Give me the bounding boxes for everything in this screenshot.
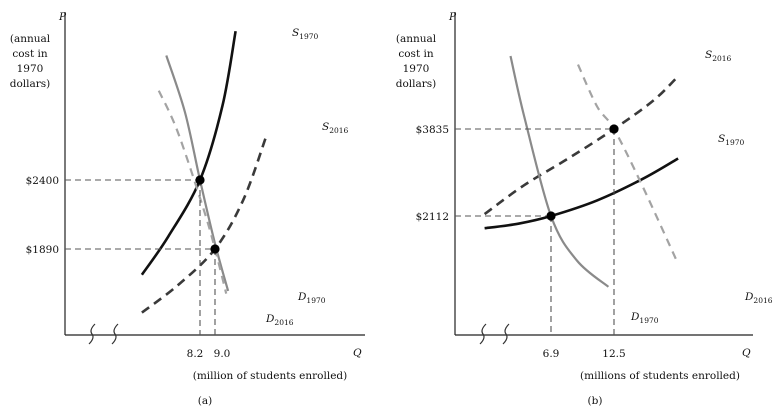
curve-label-subscript: 2016 xyxy=(274,318,293,327)
curve-label-s2016-a: S2016 xyxy=(322,121,349,135)
curve-label-subscript: 1970 xyxy=(306,296,325,305)
curve-label-letter: S xyxy=(292,27,299,39)
panel-label-a: (a) xyxy=(198,395,212,407)
curve-label-letter: D xyxy=(630,311,640,323)
curve-label-d2016-a: D2016 xyxy=(265,313,294,327)
y-axis-label-line-b-0: (annual xyxy=(396,33,437,45)
panel-label-b: (b) xyxy=(588,395,603,407)
curve-label-subscript: 2016 xyxy=(712,54,731,63)
equilibrium-point-1970-b xyxy=(546,211,556,221)
x-tick-label-a-1: 9.0 xyxy=(214,348,231,360)
curve-label-letter: D xyxy=(297,291,307,303)
q-axis-letter-b: Q xyxy=(742,347,751,359)
curve-d1970-b xyxy=(509,55,610,288)
y-axis-label-line-b-2: 1970 xyxy=(403,63,430,75)
curve-label-d1970-a: D1970 xyxy=(297,291,326,305)
curve-label-subscript: 2016 xyxy=(753,296,772,305)
curve-label-letter: D xyxy=(744,291,754,303)
curve-label-subscript: 1970 xyxy=(299,32,318,41)
x-tick-label-b-0: 6.9 xyxy=(543,348,560,360)
curve-s2016-a xyxy=(141,137,267,314)
curve-s2016-b xyxy=(483,75,680,216)
x-axis-label-b: (millions of students enrolled) xyxy=(580,370,740,382)
p-axis-letter-b: P xyxy=(448,11,457,23)
curve-label-subscript: 1970 xyxy=(725,138,744,147)
curve-label-d1970-b: D1970 xyxy=(630,311,659,325)
curve-label-subscript: 1970 xyxy=(639,316,658,325)
curve-label-s1970-b: S1970 xyxy=(718,133,745,147)
curve-d2016-a xyxy=(157,90,228,294)
x-tick-label-b-1: 12.5 xyxy=(602,348,625,360)
y-axis-label-line-a-3: dollars) xyxy=(10,78,51,90)
curve-label-letter: S xyxy=(718,133,725,145)
y-axis-label-line-a-2: 1970 xyxy=(17,63,44,75)
curve-label-s2016-b: S2016 xyxy=(705,49,732,63)
q-axis-letter-a: Q xyxy=(353,347,362,359)
curve-label-letter: S xyxy=(705,49,712,61)
y-axis-label-line-a-0: (annual xyxy=(10,33,51,45)
p-axis-letter-a: P xyxy=(58,11,67,23)
curve-d1970-a xyxy=(165,55,230,292)
panel-b: P Q (annual cost in 1970 dollars) (millions of… xyxy=(396,11,773,407)
y-tick-label-a-1: $1890 xyxy=(26,244,59,256)
y-tick-label-a-0: $2400 xyxy=(26,175,59,187)
curve-label-d2016-b: D2016 xyxy=(744,291,773,305)
y-tick-label-b-0: $3835 xyxy=(416,124,449,136)
x-axis-label-a: (million of students enrolled) xyxy=(193,370,348,382)
equilibrium-point-1970-a xyxy=(195,175,205,185)
equilibrium-point-2016-b xyxy=(609,124,619,134)
y-axis-label-line-a-1: cost in xyxy=(12,48,48,60)
axis-break-mark-b-1 xyxy=(502,323,510,345)
y-axis-label-line-b-3: dollars) xyxy=(396,78,437,90)
y-tick-label-b-1: $2112 xyxy=(416,211,449,223)
curve-label-letter: D xyxy=(265,313,275,325)
x-tick-label-a-0: 8.2 xyxy=(187,348,204,360)
curve-label-s1970-a: S1970 xyxy=(292,27,319,41)
axis-break-mark-a-1 xyxy=(111,323,119,345)
axis-break-mark-b-0 xyxy=(479,323,487,345)
panel-a: P Q (annual cost in 1970 dollars) (million of … xyxy=(10,11,365,407)
curve-s1970-b xyxy=(484,157,679,230)
curve-label-subscript: 2016 xyxy=(329,126,348,135)
axis-break-mark-a-0 xyxy=(88,323,96,345)
equilibrium-point-2016-a xyxy=(210,244,220,254)
curve-label-letter: S xyxy=(322,121,329,133)
y-axis-label-line-b-1: cost in xyxy=(398,48,434,60)
